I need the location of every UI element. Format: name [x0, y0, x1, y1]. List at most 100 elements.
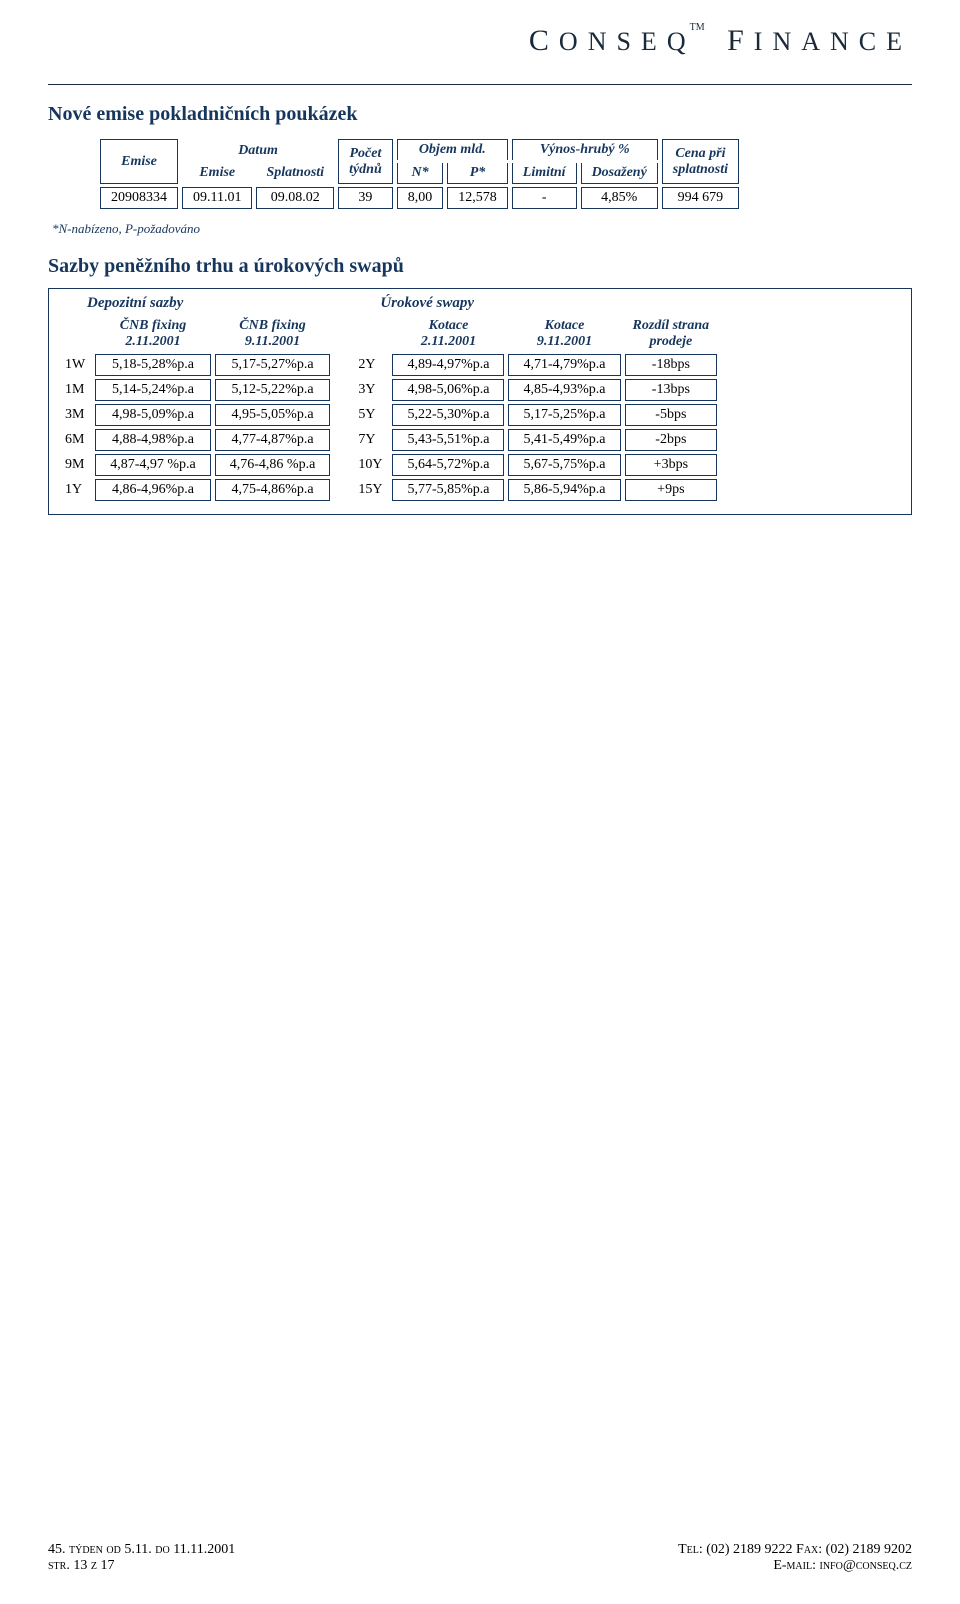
cell: 5,14-5,24%p.a — [95, 379, 211, 401]
section1-footnote: *N-nabízeno, P-požadováno — [52, 221, 912, 237]
logo-inance: INANCE — [754, 27, 912, 56]
swap-rates-block: Úrokové swapy Kotace2.11.2001 Kotace9.11… — [352, 295, 721, 504]
cell-dosazeny: 4,85% — [581, 187, 658, 209]
table-row: 15Y5,77-5,85%p.a5,86-5,94%p.a+9ps — [356, 479, 717, 501]
cell: 4,77-4,87%p.a — [215, 429, 331, 451]
rates-container: Depozitní sazby ČNB fixing2.11.2001 ČNB … — [48, 288, 912, 515]
logo-f: F — [727, 24, 754, 57]
logo-c: C — [529, 24, 559, 57]
table-row: 3M4,98-5,09%p.a4,95-5,05%p.a — [63, 404, 330, 426]
table-header-row: Kotace2.11.2001 Kotace9.11.2001 Rozdíl s… — [356, 317, 717, 351]
row-label: 9M — [63, 454, 91, 476]
cell: 5,41-5,49%p.a — [508, 429, 620, 451]
emise-table-wrap: Emise Datum Počettýdnů Objem mld. Výnos-… — [96, 136, 743, 212]
cell: -13bps — [625, 379, 718, 401]
table-header-row: ČNB fixing2.11.2001 ČNB fixing9.11.2001 — [63, 317, 330, 351]
deposit-rates-table: ČNB fixing2.11.2001 ČNB fixing9.11.2001 … — [59, 314, 334, 504]
table-row: 1M5,14-5,24%p.a5,12-5,22%p.a — [63, 379, 330, 401]
cell: 5,43-5,51%p.a — [392, 429, 504, 451]
cell: 4,98-5,06%p.a — [392, 379, 504, 401]
cell: 4,95-5,05%p.a — [215, 404, 331, 426]
cell: 5,22-5,30%p.a — [392, 404, 504, 426]
cell: 4,76-4,86 %p.a — [215, 454, 331, 476]
cell: 4,88-4,98%p.a — [95, 429, 211, 451]
cell: +9ps — [625, 479, 718, 501]
cell: 5,67-5,75%p.a — [508, 454, 620, 476]
row-label: 1W — [63, 354, 91, 376]
footer-left: 45. týden od 5.11. do 11.11.2001 str. 13… — [48, 1542, 235, 1574]
cell-datum2: 09.08.02 — [256, 187, 334, 209]
hdr-rozdil: Rozdíl stranaprodeje — [625, 317, 718, 351]
table-row: 3Y4,98-5,06%p.a4,85-4,93%p.a-13bps — [356, 379, 717, 401]
table-row: 6M4,88-4,98%p.a4,77-4,87%p.a — [63, 429, 330, 451]
footer-page: str. 13 z 17 — [48, 1558, 235, 1574]
cell: 4,98-5,09%p.a — [95, 404, 211, 426]
hdr-dosazeny: Dosažený — [581, 163, 658, 184]
row-label: 3M — [63, 404, 91, 426]
table-row: 10Y5,64-5,72%p.a5,67-5,75%p.a+3bps — [356, 454, 717, 476]
table-row: 7Y5,43-5,51%p.a5,41-5,49%p.a-2bps — [356, 429, 717, 451]
hdr-vynos: Výnos-hrubý % — [512, 139, 658, 160]
cell: 5,18-5,28%p.a — [95, 354, 211, 376]
table-row: 2Y4,89-4,97%p.a4,71-4,79%p.a-18bps — [356, 354, 717, 376]
footer-email: E-mail: info@conseq.cz — [678, 1558, 912, 1574]
cell: +3bps — [625, 454, 718, 476]
cell: 4,86-4,96%p.a — [95, 479, 211, 501]
row-label: 1Y — [63, 479, 91, 501]
row-label: 5Y — [356, 404, 388, 426]
cell: -5bps — [625, 404, 718, 426]
row-label: 10Y — [356, 454, 388, 476]
cell: 4,87-4,97 %p.a — [95, 454, 211, 476]
section2-title: Sazby peněžního trhu a úrokových swapů — [48, 255, 912, 278]
cell: 5,86-5,94%p.a — [508, 479, 620, 501]
cell-cena: 994 679 — [662, 187, 739, 209]
table-row: 5Y5,22-5,30%p.a5,17-5,25%p.a-5bps — [356, 404, 717, 426]
logo-tm: TM — [690, 22, 705, 33]
swap-title: Úrokové swapy — [352, 295, 721, 314]
hdr-kotace-2: Kotace9.11.2001 — [508, 317, 620, 351]
footer-week: 45. týden od 5.11. do 11.11.2001 — [48, 1542, 235, 1557]
logo-onseq: ONSEQ — [559, 27, 696, 56]
swap-rates-table: Kotace2.11.2001 Kotace9.11.2001 Rozdíl s… — [352, 314, 721, 504]
cell-limitni: - — [512, 187, 577, 209]
hdr-limitni: Limitní — [512, 163, 577, 184]
hdr-pocet: Počettýdnů — [338, 139, 393, 184]
hdr-n: N* — [397, 163, 444, 184]
cell-datum1: 09.11.01 — [182, 187, 252, 209]
section1-title: Nové emise pokladničních poukázek — [48, 103, 912, 126]
hdr-datum: Datum — [182, 139, 334, 160]
hdr-kotace-1: Kotace2.11.2001 — [392, 317, 504, 351]
cell: 4,85-4,93%p.a — [508, 379, 620, 401]
cell: 4,71-4,79%p.a — [508, 354, 620, 376]
cell: 5,17-5,25%p.a — [508, 404, 620, 426]
row-label: 2Y — [356, 354, 388, 376]
hdr-cena: Cena přisplatnosti — [662, 139, 739, 184]
hdr-splatnosti: Splatnosti — [256, 163, 334, 184]
page-footer: 45. týden od 5.11. do 11.11.2001 str. 13… — [48, 1542, 912, 1574]
cell: 5,64-5,72%p.a — [392, 454, 504, 476]
hdr-cnb-1: ČNB fixing2.11.2001 — [95, 317, 211, 351]
hdr-emise: Emise — [100, 139, 178, 184]
cell: 5,17-5,27%p.a — [215, 354, 331, 376]
row-label: 15Y — [356, 479, 388, 501]
cell: -2bps — [625, 429, 718, 451]
cell: 5,12-5,22%p.a — [215, 379, 331, 401]
brand-logo: CONSEQTM FINANCE — [529, 24, 912, 58]
cell: 4,75-4,86%p.a — [215, 479, 331, 501]
table-row: 9M4,87-4,97 %p.a4,76-4,86 %p.a — [63, 454, 330, 476]
header-divider — [48, 84, 912, 85]
hdr-p: P* — [447, 163, 508, 184]
hdr-datum-emise: Emise — [182, 163, 252, 184]
cell: 4,89-4,97%p.a — [392, 354, 504, 376]
emise-table: Emise Datum Počettýdnů Objem mld. Výnos-… — [96, 136, 743, 212]
row-label: 7Y — [356, 429, 388, 451]
cell-p: 12,578 — [447, 187, 508, 209]
footer-phone: Tel: (02) 2189 9222 Fax: (02) 2189 9202 — [678, 1542, 912, 1557]
cell: 5,77-5,85%p.a — [392, 479, 504, 501]
hdr-objem: Objem mld. — [397, 139, 508, 160]
row-label: 3Y — [356, 379, 388, 401]
row-label: 1M — [63, 379, 91, 401]
deposit-rates-block: Depozitní sazby ČNB fixing2.11.2001 ČNB … — [59, 295, 334, 504]
cell: -18bps — [625, 354, 718, 376]
deposit-title: Depozitní sazby — [59, 295, 334, 314]
